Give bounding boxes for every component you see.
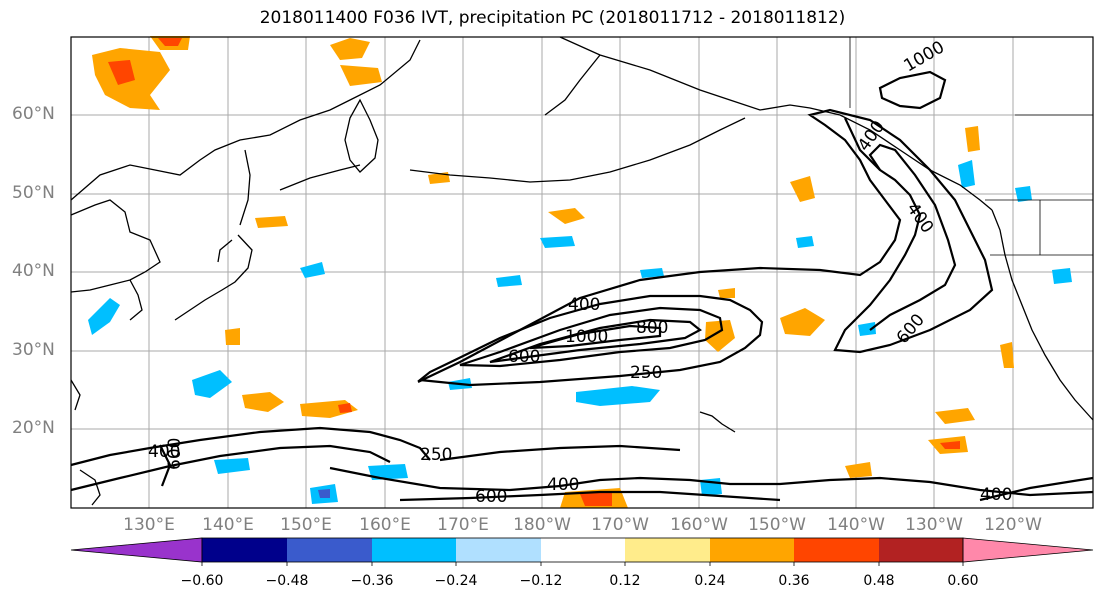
lat-label-40n: 40°N: [12, 261, 55, 281]
contour-label: 400: [547, 475, 579, 495]
colorbar-tick-label: −0.12: [519, 573, 563, 589]
precip-positive: [92, 36, 1014, 508]
lon-label: 120°W: [984, 515, 1042, 535]
lon-label: 160°E: [359, 515, 411, 535]
colorbar-tick-label: −0.60: [180, 573, 224, 589]
lon-label: 180°W: [513, 515, 571, 535]
lon-label: 170°E: [437, 515, 489, 535]
contour-label: 400: [148, 442, 180, 462]
contour-label: 400: [568, 295, 600, 315]
colorbar-tick-label: 0.48: [863, 573, 895, 589]
colorbar-tick-label: 0.36: [778, 573, 810, 589]
ivt-contours: [70, 70, 1094, 502]
colorbar-tick-label: −0.36: [350, 573, 394, 589]
colorbar-tick-label: −0.24: [434, 573, 478, 589]
lat-label-30n: 30°N: [12, 340, 55, 360]
lat-label-50n: 50°N: [12, 183, 55, 203]
lat-label-60n: 60°N: [12, 104, 55, 124]
contour-label: 250: [420, 445, 452, 465]
lon-label: 150°E: [280, 515, 332, 535]
coastlines: [70, 36, 1094, 506]
contour-label: 250: [630, 363, 662, 383]
lat-label-20n: 20°N: [12, 418, 55, 438]
colorbar: [70, 537, 1094, 566]
contour-label: 600: [165, 438, 185, 470]
contour-label: 600: [475, 487, 507, 507]
lon-label: 140°E: [202, 515, 254, 535]
colorbar-tick-label: 0.12: [609, 573, 641, 589]
lon-label: 130°E: [123, 515, 175, 535]
map-title: 2018011400 F036 IVT, precipitation PC (2…: [259, 8, 846, 28]
lon-label: 150°W: [748, 515, 806, 535]
map-frame: [70, 36, 1094, 509]
contour-label: 800: [636, 318, 668, 338]
lon-label: 130°W: [905, 515, 963, 535]
lon-label: 140°W: [827, 515, 885, 535]
colorbar-tick-label: −0.48: [265, 573, 309, 589]
contour-label-group: 250 400 600 800 1000 400 600 400 250 400…: [148, 37, 1012, 507]
contour-label: 600: [508, 347, 540, 367]
contour-label: 400: [980, 485, 1012, 505]
contour-label: 1000: [565, 327, 608, 347]
lon-label: 170°W: [591, 515, 649, 535]
colorbar-tick-label: 0.60: [947, 573, 979, 589]
lon-label: 160°W: [670, 515, 728, 535]
colorbar-tick-label: 0.24: [694, 573, 726, 589]
